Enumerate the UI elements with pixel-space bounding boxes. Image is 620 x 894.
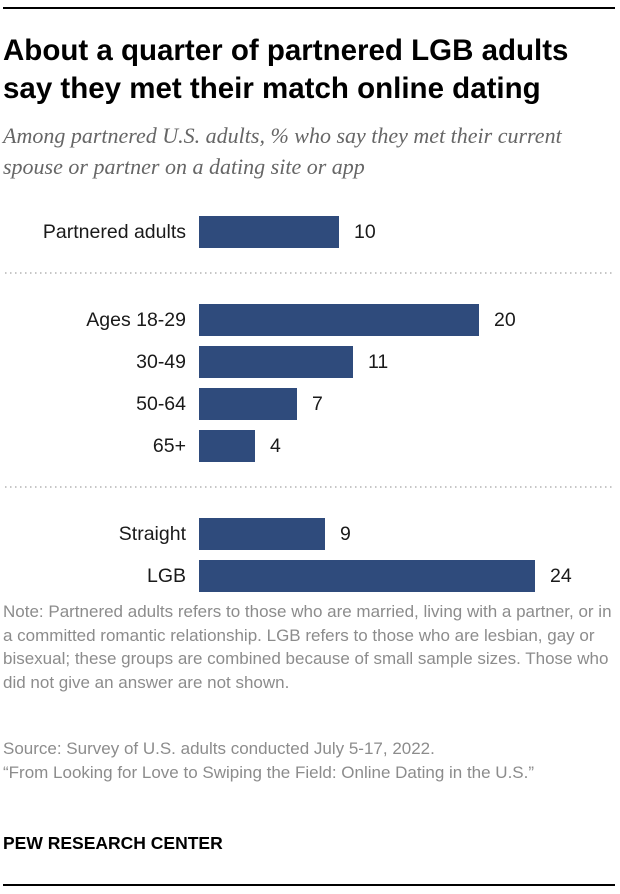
chart-title: About a quarter of partnered LGB adults … [3, 34, 569, 105]
chart-source: Source: Survey of U.S. adults conducted … [3, 739, 435, 758]
value-label: 4 [270, 435, 281, 457]
chart-subtitle: Among partnered U.S. adults, % who say t… [3, 123, 562, 179]
value-label: 20 [494, 309, 516, 331]
value-label: 7 [312, 393, 323, 415]
bar [199, 560, 535, 592]
bar [199, 346, 353, 378]
category-label: LGB [147, 565, 186, 587]
report-citation: “From Looking for Love to Swiping the Fi… [3, 763, 535, 782]
brand-name: PEW RESEARCH CENTER [3, 833, 223, 853]
category-label: Partnered adults [43, 221, 186, 243]
value-label: 10 [354, 221, 376, 243]
category-label: 50-64 [136, 393, 186, 415]
bar [199, 518, 325, 550]
bottom-rule [3, 884, 615, 886]
bar [199, 388, 297, 420]
bar [199, 216, 339, 248]
top-rule [3, 7, 615, 9]
bar-chart: Partnered adults 10 Ages 18-29 20 30-49 11 50-… [5, 216, 615, 592]
value-label: 11 [368, 351, 388, 373]
category-label: 65+ [153, 435, 186, 457]
chart-note: Note: Partnered adults refers to those w… [3, 602, 612, 692]
bar [199, 304, 479, 336]
bar [199, 430, 255, 462]
category-label: 30-49 [136, 351, 186, 373]
category-label: Ages 18-29 [86, 309, 186, 331]
value-label: 9 [340, 523, 351, 545]
value-label: 24 [550, 565, 572, 587]
category-label: Straight [119, 523, 187, 545]
